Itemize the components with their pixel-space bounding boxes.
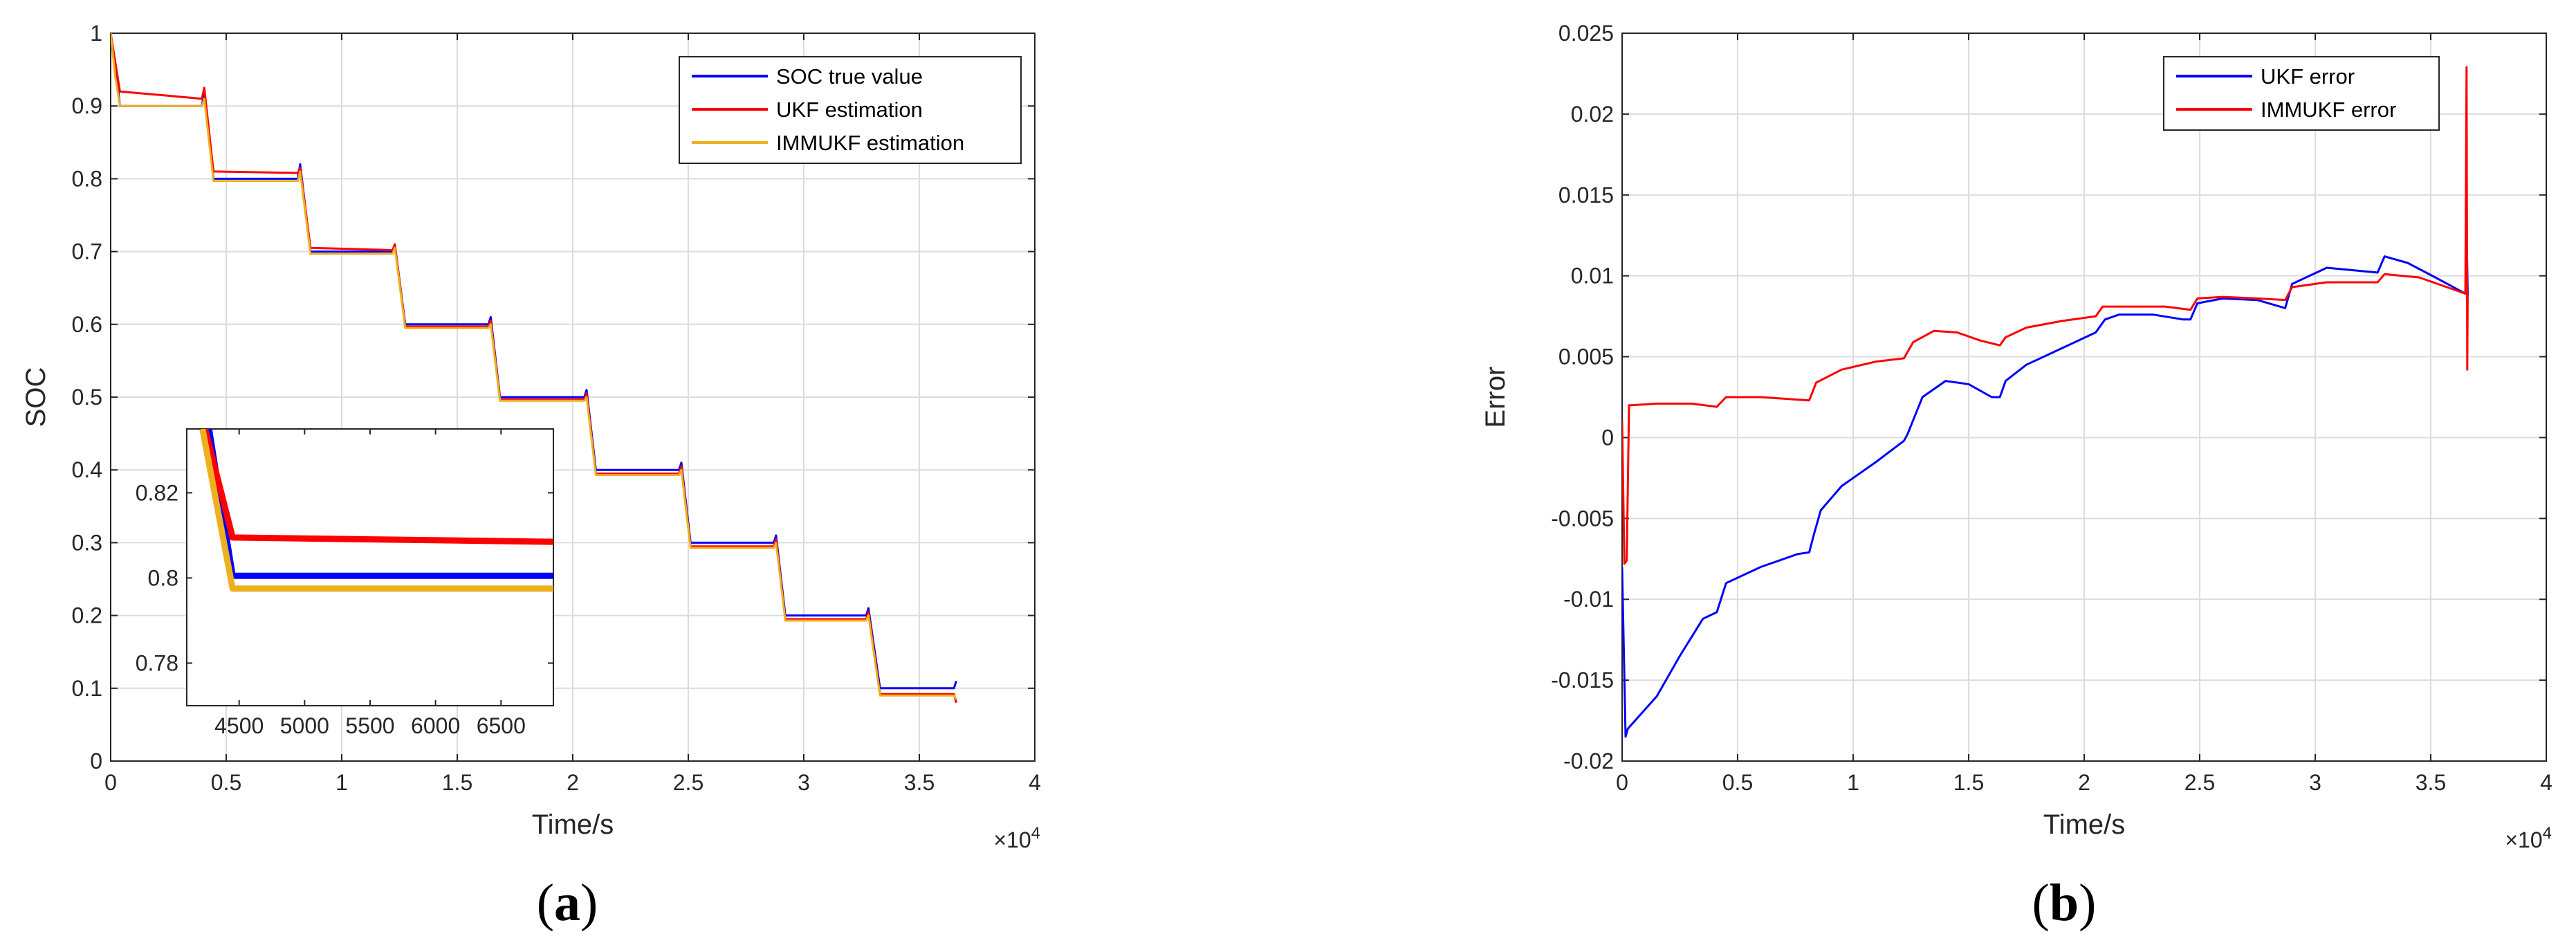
a-inset-y-tick-label-0: 0.78 <box>136 650 178 675</box>
b-x-tick-label-6: 3 <box>2309 770 2321 795</box>
a-x-tick-label-5: 2.5 <box>673 770 703 795</box>
b-x-tick-label-3: 1.5 <box>1953 770 1984 795</box>
a-inset-x-tick-label-3: 6000 <box>411 713 460 738</box>
b-legend-box <box>2163 56 2440 131</box>
a-inset-series-line-2 <box>199 429 553 592</box>
a-y-tick-label-6: 0.6 <box>72 312 102 337</box>
a-legend-label-1: UKF estimation <box>776 98 923 122</box>
a-x-tick-label-7: 3.5 <box>904 770 935 795</box>
a-y-tick-label-4: 0.4 <box>72 457 102 482</box>
a-inset-series-line-1 <box>202 429 553 545</box>
a-y-tick-label-2: 0.2 <box>72 603 102 628</box>
b-x-axis-label: Time/s <box>2043 809 2126 840</box>
b-y-tick-label-8: 0.02 <box>1571 102 1614 127</box>
a-y-tick-label-0: 0 <box>90 749 102 774</box>
a-y-tick-label-1: 0.1 <box>72 676 102 701</box>
a-y-tick-label-8: 0.8 <box>72 166 102 191</box>
b-x-tick-label-8: 4 <box>2540 770 2552 795</box>
b-y-tick-label-3: -0.005 <box>1551 506 1614 531</box>
b-plot-frame <box>1621 33 2547 762</box>
a-y-tick-label-9: 0.9 <box>72 93 102 118</box>
a-inset-plot-frame <box>186 428 554 706</box>
a-x-tick-label-3: 1.5 <box>442 770 472 795</box>
a-y-axis-label: SOC <box>21 367 51 428</box>
panel-label-a: (a) <box>537 874 598 932</box>
b-legend-label-0: UKF error <box>2261 64 2355 89</box>
b-y-tick-label-7: 0.015 <box>1558 183 1614 208</box>
a-inset-x-tick-label-0: 4500 <box>214 713 264 738</box>
a-y-tick-label-3: 0.3 <box>72 530 102 555</box>
a-inset-x-tick-label-1: 5000 <box>280 713 329 738</box>
a-y-tick-label-5: 0.5 <box>72 385 102 410</box>
b-y-tick-label-2: -0.01 <box>1563 587 1614 612</box>
a-series-line-2 <box>111 33 957 700</box>
a-x-tick-label-6: 3 <box>798 770 810 795</box>
b-y-tick-label-1: -0.015 <box>1551 668 1614 693</box>
a-y-tick-label-10: 1 <box>90 21 102 46</box>
b-x-tick-label-7: 3.5 <box>2416 770 2446 795</box>
b-y-tick-label-4: 0 <box>1601 425 1614 450</box>
a-x-exponent: ×104 <box>993 824 1040 853</box>
a-plot-frame <box>110 33 1036 762</box>
a-x-tick-label-1: 0.5 <box>211 770 241 795</box>
b-y-tick-label-0: -0.02 <box>1563 749 1614 774</box>
a-x-axis-label: Time/s <box>532 809 614 840</box>
a-inset-y-tick-label-1: 0.8 <box>148 565 178 590</box>
b-x-tick-label-0: 0 <box>1616 770 1628 795</box>
chart-panel-b: 0 0.5 1 1.5 2 2.5 3 3.5 4 -0.02 -0.015 -0.01 -0.005 0… <box>1480 21 2552 852</box>
a-y-tick-label-7: 0.7 <box>72 239 102 264</box>
a-inset-background <box>187 429 553 706</box>
a-x-tick-label-4: 2 <box>567 770 579 795</box>
a-legend-label-2: IMMUKF estimation <box>776 131 964 155</box>
a-inset-y-tick-label-2: 0.82 <box>136 480 178 505</box>
chart-panel-a: 0 0.5 1 1.5 2 2.5 3 3.5 4 0 0.1 0.2 0.3 0.4 0.5 0.6 0.7 0… <box>21 21 1041 852</box>
b-series-line-0 <box>1622 224 2469 738</box>
b-y-tick-label-5: 0.005 <box>1558 345 1614 369</box>
b-x-tick-label-2: 1 <box>1847 770 1859 795</box>
b-x-tick-label-1: 0.5 <box>1722 770 1753 795</box>
a-x-tick-label-8: 4 <box>1029 770 1041 795</box>
b-y-axis-label: Error <box>1480 367 1511 428</box>
b-x-exponent: ×104 <box>2505 824 2552 853</box>
a-inset-x-tick-label-4: 6500 <box>477 713 526 738</box>
b-series-line-1 <box>1622 66 2469 565</box>
b-x-tick-label-5: 2.5 <box>2184 770 2215 795</box>
a-legend-label-0: SOC true value <box>776 64 923 89</box>
b-y-tick-label-6: 0.01 <box>1571 264 1614 289</box>
a-x-tick-label-2: 1 <box>335 770 348 795</box>
b-x-tick-label-4: 2 <box>2078 770 2090 795</box>
a-x-tick-label-0: 0 <box>104 770 117 795</box>
b-legend-label-1: IMMUKF error <box>2261 98 2396 122</box>
panel-label-b: (b) <box>2032 874 2097 932</box>
a-inset-x-tick-label-2: 5500 <box>345 713 394 738</box>
b-y-tick-label-9: 0.025 <box>1558 21 1614 46</box>
